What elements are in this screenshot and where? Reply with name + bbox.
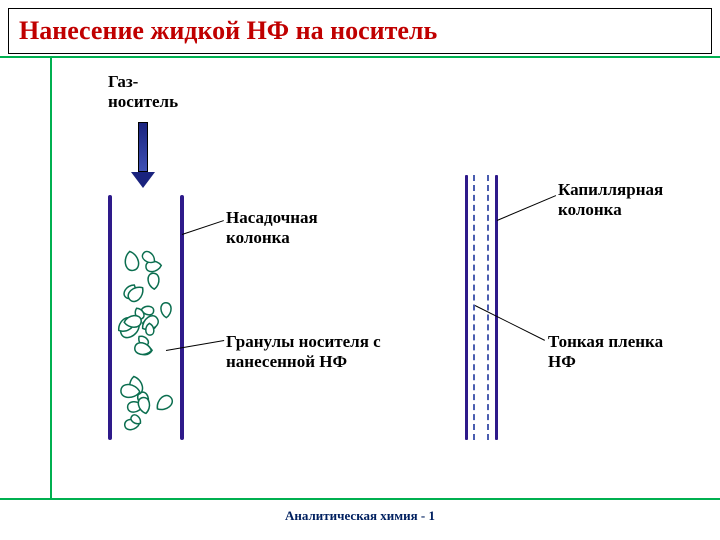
label-granules: Гранулы носителя с нанесенной НФ [226,332,381,371]
label-thin-film: Тонкая пленка НФ [548,332,663,371]
capillary-right-wall [495,175,498,440]
slide-title: Нанесение жидкой НФ на носитель [9,16,437,46]
packed-column-right-wall [180,195,184,440]
capillary-right-film [487,175,489,440]
gas-arrow-icon [138,122,148,172]
capillary-left-film [473,175,475,440]
callout-line [497,195,556,221]
divider-bottom [0,498,720,500]
callout-line [182,220,224,235]
footer-text: Аналитическая химия - 1 [0,508,720,524]
granules-icon [116,245,176,435]
callout-line [475,305,545,341]
label-packed-column: Насадочная колонка [226,208,318,247]
packed-column-left-wall [108,195,112,440]
label-capillary-column: Капиллярная колонка [558,180,663,219]
capillary-left-wall [465,175,468,440]
slide: Нанесение жидкой НФ на носитель Аналитич… [0,0,720,540]
divider-top [0,56,720,58]
label-gas-carrier: Газ- носитель [108,72,178,111]
title-box: Нанесение жидкой НФ на носитель [8,8,712,54]
divider-vertical [50,56,52,500]
